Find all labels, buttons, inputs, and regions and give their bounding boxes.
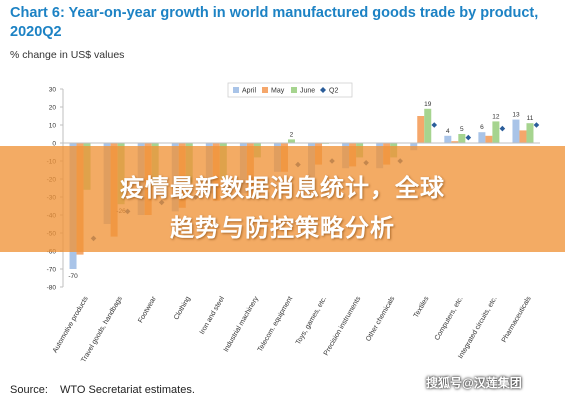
legend-entry: June — [300, 88, 315, 95]
x-tick-label: Precision instruments — [323, 295, 363, 357]
y-tick-label: 30 — [49, 87, 57, 94]
x-tick-label: Iron and steel — [199, 295, 226, 336]
overlay-banner — [0, 146, 565, 252]
y-tick-label: -80 — [47, 285, 57, 292]
banner-headline-line2: 趋势与防控策略分析 — [170, 215, 395, 242]
x-tick-label: Clothing — [173, 295, 192, 321]
data-label: 19 — [424, 101, 432, 108]
bar-may — [519, 130, 527, 143]
q2-marker — [431, 122, 438, 128]
data-label: 12 — [492, 113, 500, 120]
x-tick-label: Other chemicals — [365, 295, 397, 343]
source-note: Source: WTO Secretariat estimates. — [10, 384, 195, 396]
source-label: Source: — [10, 384, 48, 396]
legend-entry: May — [271, 88, 285, 95]
bar-april — [478, 132, 486, 143]
x-tick-label: Industrial machinery — [223, 295, 261, 353]
bar-may — [451, 141, 459, 143]
data-label: 2 — [290, 131, 294, 138]
x-tick-label: Integrated circuits, etc. — [457, 295, 498, 360]
y-tick-label: -60 — [47, 249, 57, 256]
y-tick-label: 20 — [49, 105, 57, 112]
legend-swatch-q2 — [320, 87, 326, 93]
bar-april — [444, 135, 452, 143]
data-label: 5 — [460, 126, 464, 133]
data-label: 11 — [527, 115, 534, 122]
legend-entry: Q2 — [329, 88, 338, 95]
y-tick-label: 10 — [49, 123, 57, 130]
chart-subtitle: % change in US$ values — [10, 49, 125, 61]
legend-swatch-june — [291, 87, 297, 93]
x-tick-label: Footwear — [137, 295, 158, 324]
x-tick-label: Toys, games, etc. — [295, 295, 328, 346]
bar-june — [492, 121, 500, 143]
x-tick-label: Telecom. equipment — [257, 295, 294, 353]
data-label: 6 — [480, 124, 484, 131]
bar-june — [458, 134, 466, 143]
bar-june — [424, 108, 432, 143]
legend-box — [227, 82, 353, 98]
legend-swatch-may — [262, 87, 268, 93]
data-label: -70 — [68, 273, 78, 280]
source-text: WTO Secretariat estimates. — [60, 384, 195, 396]
q2-marker — [499, 125, 506, 132]
data-label: 4 — [446, 128, 450, 135]
bar-june — [287, 139, 295, 143]
q2-marker — [533, 122, 540, 128]
x-tick-label: Pharmaceuticals — [501, 295, 533, 344]
x-tick-label: Automotive products — [52, 295, 90, 354]
legend-entry: April — [242, 88, 256, 95]
bar-april — [512, 119, 520, 143]
legend-swatch-april — [233, 87, 239, 93]
bar-may — [417, 116, 425, 143]
watermark: 搜狐号@汉莲集团 — [426, 376, 522, 390]
x-tick-label: Textiles — [413, 295, 431, 319]
x-tick-label: Computers, etc. — [434, 295, 465, 341]
chart-legend: April May June Q2 — [227, 82, 353, 98]
chart-title: Chart 6: Year-on-year growth in world ma… — [10, 5, 539, 40]
y-tick-label: -70 — [47, 267, 57, 274]
bar-may — [485, 135, 493, 143]
q2-marker — [465, 134, 472, 141]
banner-headline-line1: 疫情最新数据消息统计，全球 — [120, 175, 445, 202]
bar-june — [526, 123, 534, 143]
data-label: 13 — [512, 112, 520, 119]
x-tick-label: Travel goods, handbags — [80, 295, 124, 364]
y-tick-label: 0 — [52, 141, 56, 148]
